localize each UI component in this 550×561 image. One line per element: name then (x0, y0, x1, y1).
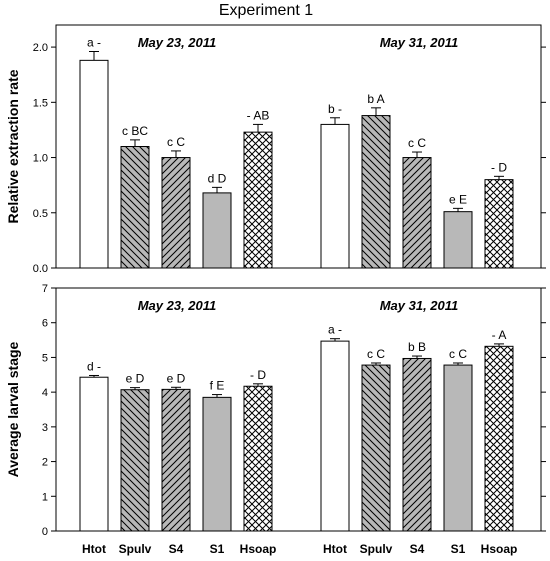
chart-panel-2: 0 1 2 3 4 5 6 7 Average larval stage May 23, 2011… (5, 283, 546, 556)
significance-label: e D (167, 371, 186, 385)
bar-spulv (120, 146, 150, 269)
bar-htot (79, 59, 109, 269)
y-tick-label: 2.0 (33, 42, 48, 54)
bar-spulv (361, 364, 391, 532)
bar-spulv (361, 115, 391, 269)
y-tick-label: 2 (42, 457, 48, 469)
bar-s1 (202, 396, 232, 532)
significance-label: b B (408, 340, 426, 354)
plot-frame (55, 24, 542, 269)
x-tick-label: S1 (210, 542, 225, 556)
y-tick-label: 0 (42, 526, 48, 538)
bar-htot (320, 123, 350, 269)
bar-hsoap (484, 345, 514, 532)
y-tick-label: 1.5 (33, 97, 48, 109)
x-tick-label: S4 (410, 542, 425, 556)
y-axis-label: Average larval stage (5, 341, 21, 477)
plot-frame (55, 287, 542, 532)
y-tick-label: 1.0 (33, 153, 48, 165)
bar-hsoap (243, 385, 273, 532)
x-tick-label: Spulv (360, 542, 393, 556)
bar-s1 (443, 364, 473, 532)
bar-s4 (161, 157, 191, 269)
significance-label: - D (491, 160, 507, 174)
x-tick-label: S1 (451, 542, 466, 556)
y-tick-label: 1 (42, 491, 48, 503)
bar-hsoap (243, 131, 273, 269)
y-tick-label: 0.5 (33, 208, 48, 220)
y-tick-label: 6 (42, 318, 48, 330)
significance-label: f E (210, 379, 225, 393)
x-tick-label: Spulv (119, 542, 152, 556)
y-tick-label: 7 (42, 283, 48, 295)
significance-label: - D (250, 368, 266, 382)
x-tick-label: S4 (169, 542, 184, 556)
y-tick-label: 3 (42, 422, 48, 434)
significance-label: e D (126, 372, 145, 386)
y-tick-label: 0.0 (33, 263, 48, 275)
significance-label: b - (328, 102, 342, 116)
significance-label: e E (449, 192, 467, 206)
significance-label: - A (492, 328, 507, 342)
chart-panels: 0.0 0.5 1.0 1.5 2.0 Relative extraction rate M… (5, 24, 546, 556)
chart-panel-1: 0.0 0.5 1.0 1.5 2.0 Relative extraction rate M… (5, 24, 546, 275)
significance-label: c BC (122, 124, 148, 138)
bar-hsoap (484, 179, 514, 269)
group-date-label: May 23, 2011 (138, 35, 217, 50)
bar-spulv (120, 389, 150, 532)
x-tick-label: Hsoap (240, 542, 277, 556)
group-date-label: May 31, 2011 (380, 298, 459, 313)
x-tick-label: Htot (82, 542, 106, 556)
significance-label: a - (87, 36, 101, 50)
bar-s4 (161, 388, 191, 532)
significance-label: - AB (247, 108, 270, 122)
x-tick-label: Hsoap (481, 542, 518, 556)
bar-htot (320, 340, 350, 532)
bar-s1 (202, 192, 232, 269)
group-date-label: May 31, 2011 (380, 35, 459, 50)
significance-label: b A (367, 92, 384, 106)
figure-title: Experiment 1 (219, 2, 313, 19)
y-tick-label: 4 (42, 387, 48, 399)
significance-label: a - (328, 323, 342, 337)
y-tick-label: 5 (42, 352, 48, 364)
bar-htot (79, 376, 109, 532)
bar-s4 (402, 357, 432, 532)
group-date-label: May 23, 2011 (138, 298, 217, 313)
significance-label: d - (87, 359, 101, 373)
significance-label: d D (208, 171, 227, 185)
bar-s4 (402, 157, 432, 269)
bar-s1 (443, 211, 473, 269)
significance-label: c C (367, 347, 385, 361)
significance-label: c C (167, 135, 185, 149)
significance-label: c C (408, 136, 426, 150)
significance-label: c C (449, 347, 467, 361)
y-axis-label: Relative extraction rate (5, 69, 21, 223)
x-tick-label: Htot (323, 542, 347, 556)
